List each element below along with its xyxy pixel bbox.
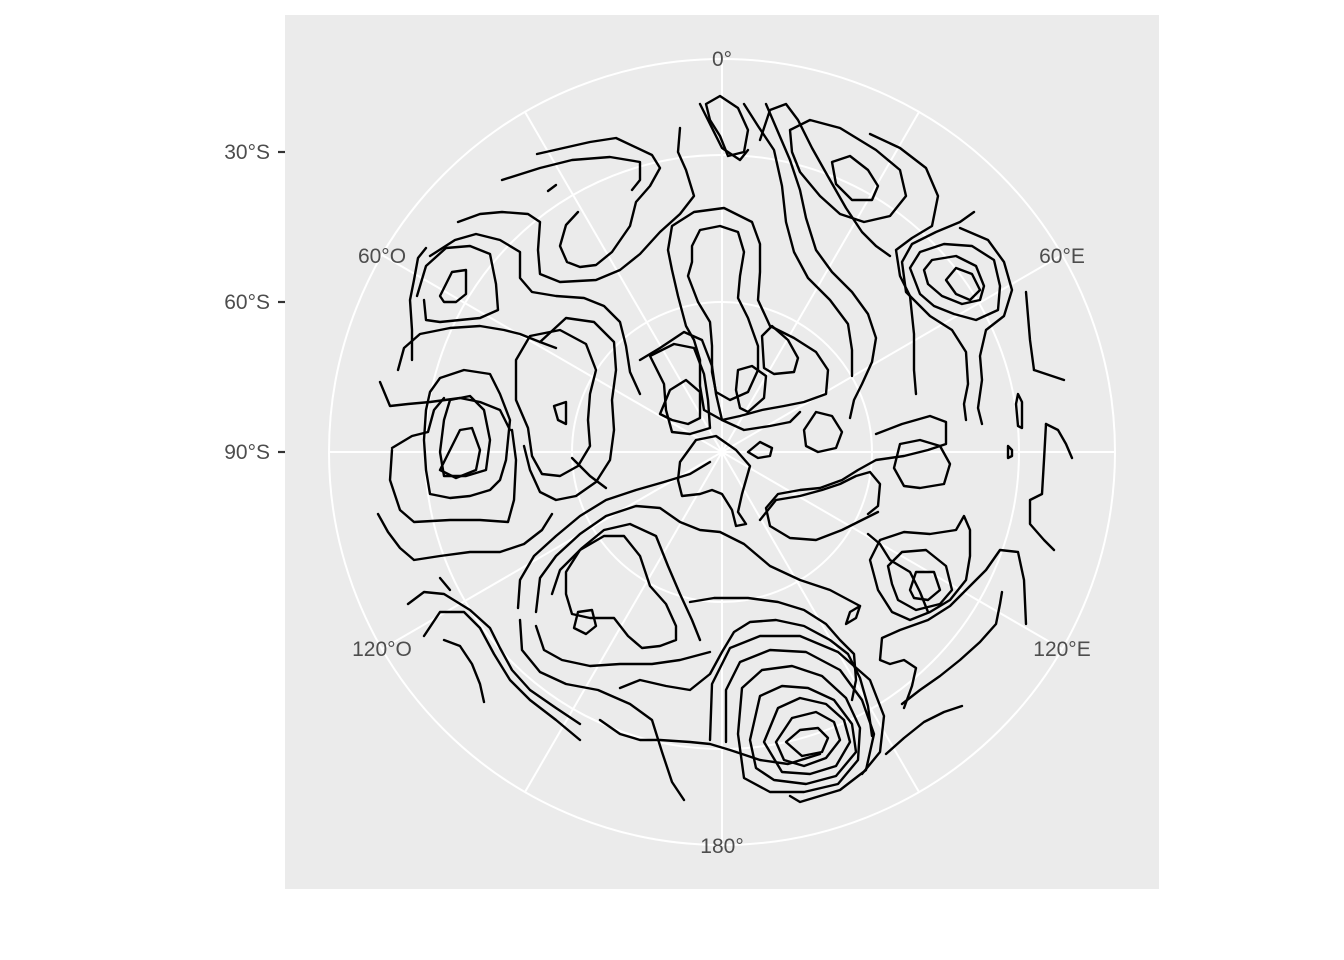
contour-line bbox=[378, 380, 512, 432]
contour-line bbox=[456, 126, 696, 284]
longitude-label-120e: 120°E bbox=[1033, 638, 1090, 661]
contour-line bbox=[1006, 444, 1014, 460]
contour-line bbox=[438, 426, 482, 480]
contour-line bbox=[886, 548, 954, 612]
contour-line bbox=[396, 324, 558, 372]
longitude-label-60e: 60°E bbox=[1039, 245, 1085, 268]
contour-line bbox=[900, 590, 1004, 706]
contour-lines bbox=[376, 94, 1074, 804]
contour-line bbox=[758, 102, 892, 258]
longitude-label-60o: 60°O bbox=[358, 245, 406, 268]
contour-line bbox=[686, 224, 760, 402]
contour-line bbox=[572, 608, 598, 636]
contour-line bbox=[516, 460, 712, 610]
contour-line bbox=[742, 102, 854, 378]
contour-line bbox=[676, 434, 752, 528]
contour-line bbox=[415, 244, 500, 324]
longitude-label-0: 0° bbox=[712, 48, 732, 71]
contour-line bbox=[708, 634, 886, 776]
contour-line bbox=[550, 522, 702, 642]
contour-line bbox=[748, 684, 858, 786]
contour-line bbox=[784, 726, 830, 758]
longitude-label-120o: 120°O bbox=[352, 638, 412, 661]
contour-line bbox=[408, 246, 428, 362]
contour-line bbox=[774, 710, 842, 768]
contour-line bbox=[878, 548, 1028, 710]
contour-line bbox=[698, 102, 750, 162]
contour-line bbox=[866, 532, 930, 614]
contour-line bbox=[788, 118, 908, 224]
contour-line bbox=[908, 570, 942, 602]
contour-line bbox=[552, 400, 568, 426]
contour-line bbox=[868, 514, 972, 622]
contour-line bbox=[704, 94, 750, 158]
contour-line bbox=[666, 206, 830, 422]
contour-line bbox=[428, 232, 642, 396]
contour-line bbox=[764, 102, 878, 420]
contour-line bbox=[422, 610, 582, 742]
contour-line bbox=[534, 504, 862, 614]
contour-line bbox=[1014, 392, 1024, 430]
contour-line bbox=[406, 590, 582, 726]
latitude-label-30s: 30°S bbox=[224, 141, 270, 164]
contour-line bbox=[518, 618, 686, 802]
contour-line bbox=[908, 242, 1002, 322]
contour-line bbox=[1028, 422, 1056, 552]
contour-line bbox=[746, 440, 774, 460]
contour-line bbox=[442, 638, 486, 704]
contour-line bbox=[734, 364, 768, 414]
latitude-label-90s: 90°S bbox=[224, 441, 270, 464]
contour-line bbox=[736, 664, 862, 794]
contour-line bbox=[422, 368, 512, 500]
contour-line bbox=[1044, 422, 1074, 460]
contour-line bbox=[868, 132, 940, 396]
contour-line bbox=[500, 155, 642, 192]
latitude-label-60s: 60°S bbox=[224, 291, 270, 314]
contour-line bbox=[884, 704, 964, 756]
contour-line bbox=[638, 330, 802, 432]
contour-line bbox=[388, 428, 518, 524]
contour-line bbox=[570, 456, 608, 490]
contour-line bbox=[1032, 368, 1066, 382]
contour-line bbox=[438, 576, 452, 592]
contour-line bbox=[390, 396, 446, 450]
contour-line bbox=[762, 696, 852, 776]
contour-line bbox=[758, 470, 882, 522]
contour-line bbox=[658, 378, 702, 426]
meridian-300-120 bbox=[381, 254, 1063, 650]
contour-line bbox=[376, 512, 554, 562]
contour-line bbox=[1024, 290, 1036, 372]
contour-line bbox=[534, 624, 712, 668]
contour-line bbox=[535, 136, 662, 269]
contour-line bbox=[922, 254, 986, 306]
contour-line bbox=[764, 414, 948, 542]
contour-line bbox=[598, 718, 822, 766]
contour-line bbox=[892, 438, 952, 490]
contour-line bbox=[900, 210, 976, 422]
contour-line bbox=[564, 534, 678, 650]
contour-line bbox=[830, 154, 880, 202]
contour-line bbox=[514, 328, 598, 478]
longitude-label-180: 180° bbox=[700, 835, 743, 858]
contour-line bbox=[760, 324, 800, 376]
contour-line bbox=[438, 394, 492, 478]
contour-line bbox=[618, 618, 874, 738]
contour-line bbox=[522, 316, 618, 502]
contour-line bbox=[958, 226, 1014, 426]
contour-line bbox=[802, 410, 844, 454]
contour-line bbox=[438, 268, 468, 304]
contour-line bbox=[724, 648, 876, 804]
contour-line bbox=[546, 183, 558, 193]
contour-line bbox=[944, 266, 982, 302]
